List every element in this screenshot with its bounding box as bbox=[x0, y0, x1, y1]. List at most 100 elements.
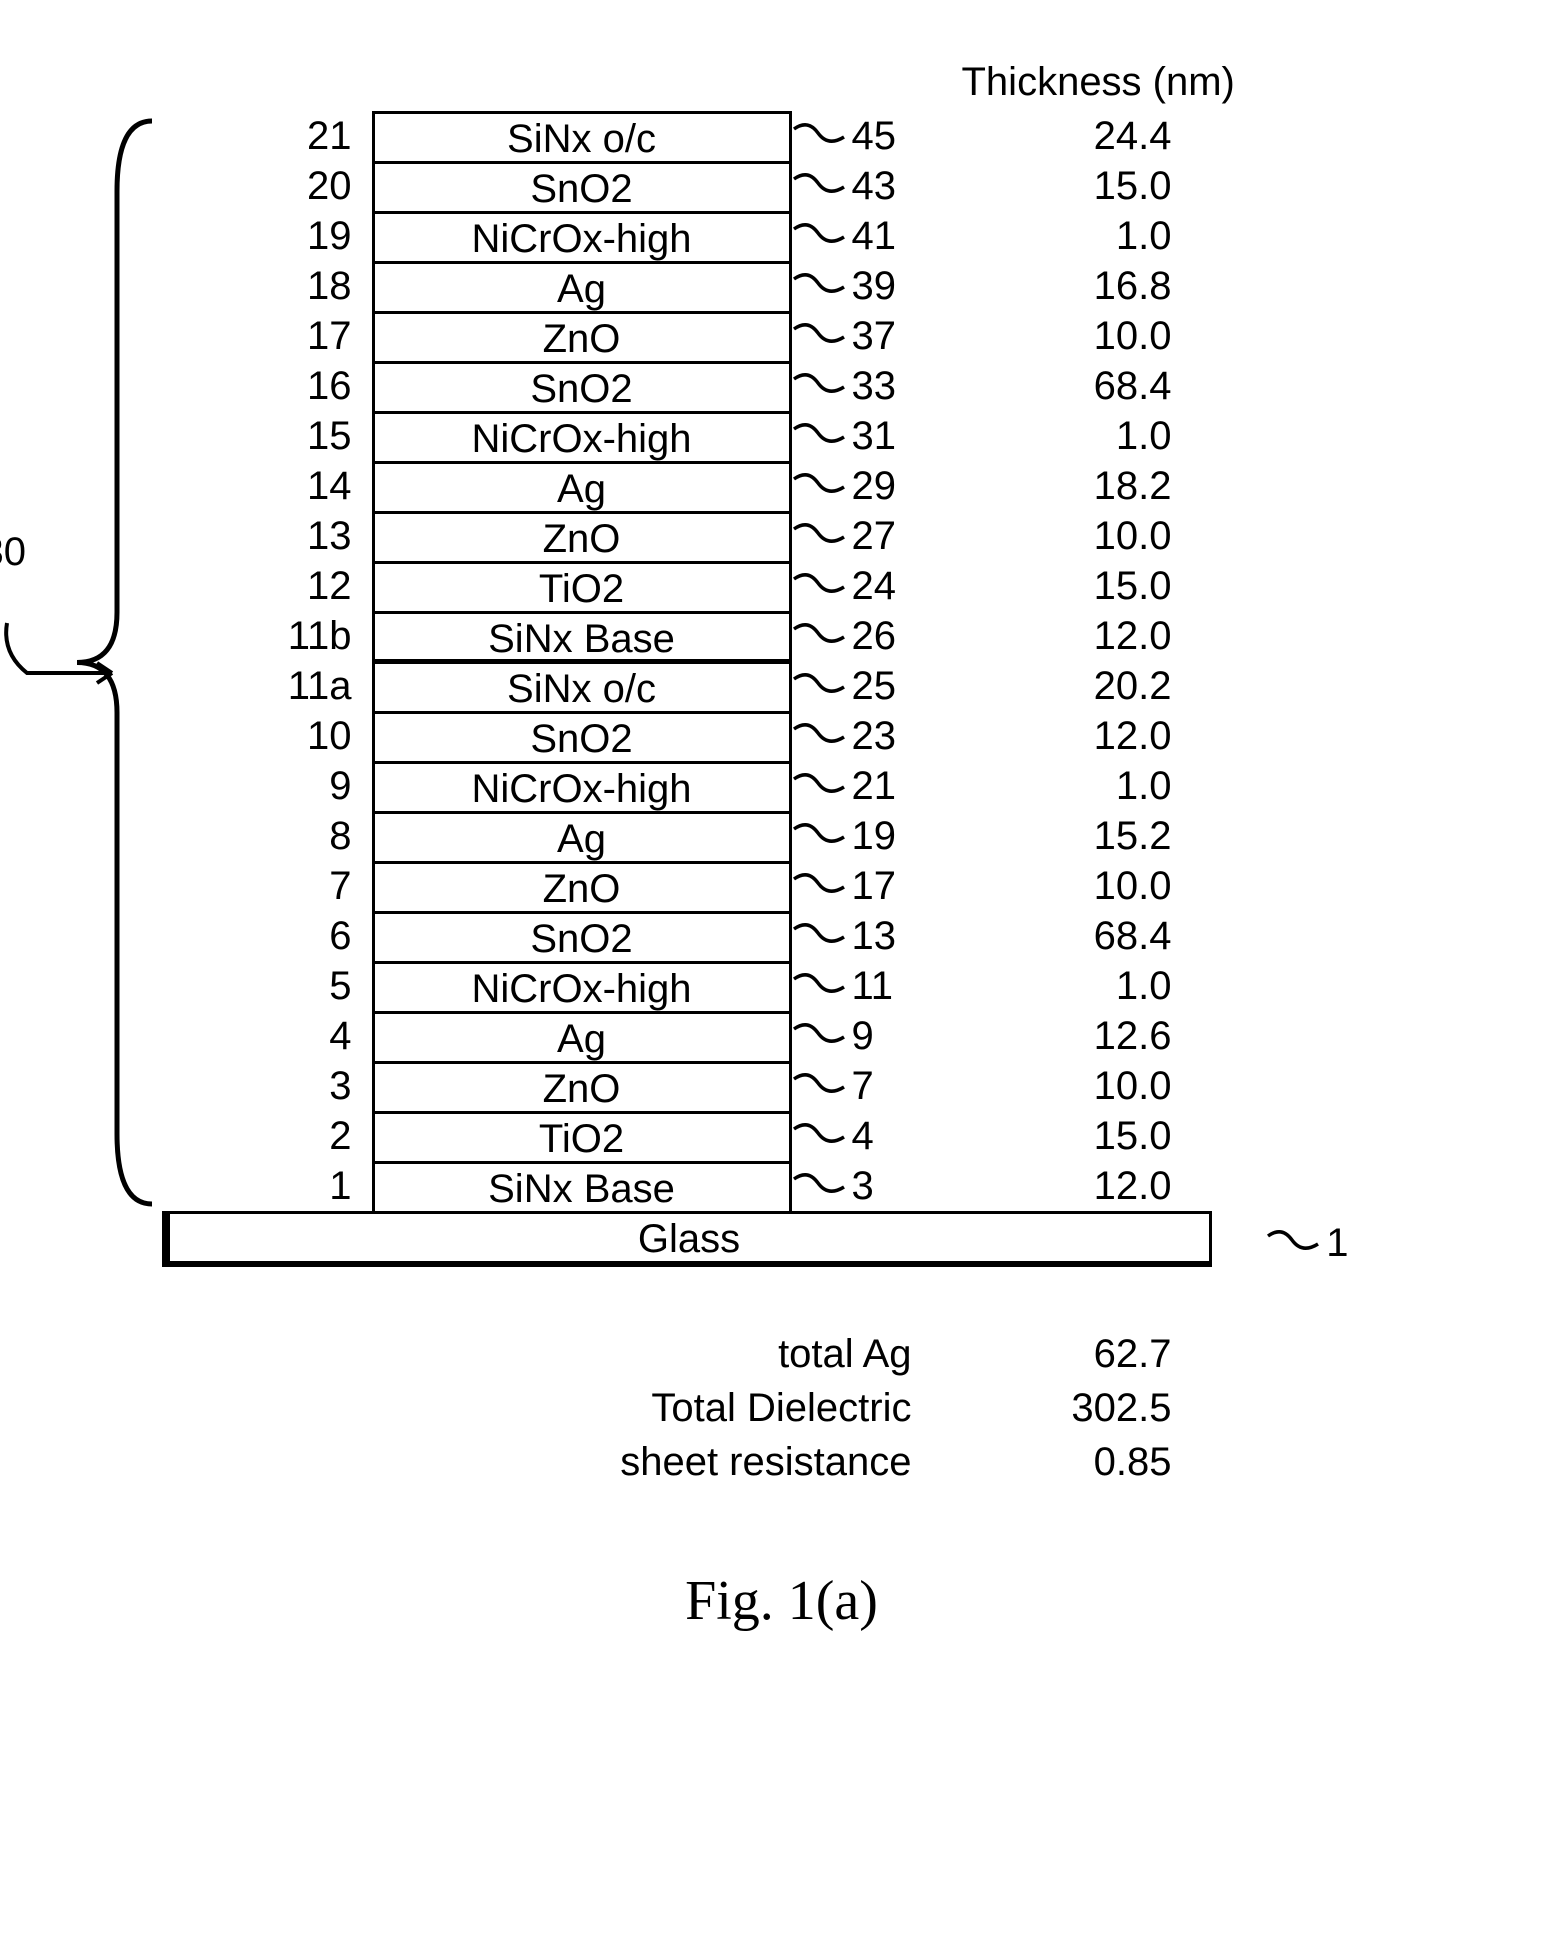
layer-index: 6 bbox=[162, 911, 372, 961]
layer-index: 1 bbox=[162, 1161, 372, 1211]
glass-reference: 1 bbox=[1266, 1218, 1348, 1268]
layer-material: Ag bbox=[375, 464, 789, 514]
ref-number: 39 bbox=[852, 264, 897, 309]
layer-reference: 21 bbox=[792, 761, 952, 811]
ref-number: 17 bbox=[852, 864, 897, 909]
leader-line-icon bbox=[792, 561, 852, 611]
ref-number: 26 bbox=[852, 614, 897, 659]
layer-thickness: 12.0 bbox=[952, 1161, 1212, 1211]
summary-value: 302.5 bbox=[972, 1381, 1212, 1435]
leader-line-icon bbox=[792, 511, 852, 561]
layer-thickness: 68.4 bbox=[952, 361, 1212, 411]
leader-line-icon bbox=[792, 661, 852, 711]
layer-reference: 7 bbox=[792, 1061, 952, 1111]
layer-thickness: 24.4 bbox=[952, 111, 1212, 161]
summary-label: Total Dielectric bbox=[372, 1381, 972, 1435]
layer-reference: 13 bbox=[792, 911, 952, 961]
summary-label: sheet resistance bbox=[372, 1435, 972, 1489]
summary-label: total Ag bbox=[372, 1327, 972, 1381]
layer-material: TiO2 bbox=[375, 564, 789, 614]
layer-thickness: 12.6 bbox=[952, 1011, 1212, 1061]
ref-number: 45 bbox=[852, 114, 897, 159]
layer-reference: 29 bbox=[792, 461, 952, 511]
layer-index: 2 bbox=[162, 1111, 372, 1161]
layer-thickness: 15.0 bbox=[952, 161, 1212, 211]
leader-line-icon bbox=[792, 211, 852, 261]
layer-reference: 17 bbox=[792, 861, 952, 911]
layer-index: 18 bbox=[162, 261, 372, 311]
layer-material: ZnO bbox=[375, 1064, 789, 1114]
leader-line-icon bbox=[792, 811, 852, 861]
header-row: Thickness (nm) bbox=[42, 60, 1522, 105]
layer-material: SnO2 bbox=[375, 714, 789, 764]
ref-number: 27 bbox=[852, 514, 897, 559]
leader-line-icon bbox=[792, 861, 852, 911]
layer-thickness: 12.0 bbox=[952, 611, 1212, 661]
leader-line-icon bbox=[792, 761, 852, 811]
layer-reference: 24 bbox=[792, 561, 952, 611]
leader-line-icon bbox=[792, 411, 852, 461]
ref-number: 33 bbox=[852, 364, 897, 409]
brace-label: 30 bbox=[0, 530, 26, 575]
ref-number: 3 bbox=[852, 1164, 874, 1209]
layer-thickness: 12.0 bbox=[952, 711, 1212, 761]
ref-number: 7 bbox=[852, 1064, 874, 1109]
glass-row: Glass 1 bbox=[42, 1211, 1522, 1267]
layer-reference: 33 bbox=[792, 361, 952, 411]
layer-index: 11b bbox=[162, 611, 372, 661]
layer-reference: 3 bbox=[792, 1161, 952, 1211]
layer-index: 11a bbox=[162, 661, 372, 711]
layer-thickness: 15.0 bbox=[952, 561, 1212, 611]
layer-index: 4 bbox=[162, 1011, 372, 1061]
layer-reference: 11 bbox=[792, 961, 952, 1011]
layer-index: 13 bbox=[162, 511, 372, 561]
layer-thickness: 1.0 bbox=[952, 961, 1212, 1011]
layer-reference: 25 bbox=[792, 661, 952, 711]
layer-thickness: 1.0 bbox=[952, 761, 1212, 811]
layer-material: SiNx o/c bbox=[375, 114, 789, 164]
leader-line-icon bbox=[792, 111, 852, 161]
ref-number: 37 bbox=[852, 314, 897, 359]
layer-thickness: 1.0 bbox=[952, 211, 1212, 261]
layer-thickness: 10.0 bbox=[952, 511, 1212, 561]
layer-index: 15 bbox=[162, 411, 372, 461]
layer-stack: SiNx o/cSnO2NiCrOx-highAgZnOSnO2NiCrOx-h… bbox=[372, 111, 792, 1214]
glass-substrate: Glass 1 bbox=[162, 1211, 1212, 1267]
summary-value: 62.7 bbox=[972, 1327, 1212, 1381]
layer-material: NiCrOx-high bbox=[375, 414, 789, 464]
ref-number: 19 bbox=[852, 814, 897, 859]
leader-line-icon bbox=[792, 1011, 852, 1061]
thickness-column: 24.415.01.016.810.068.41.018.210.015.012… bbox=[952, 111, 1212, 1214]
layer-thickness: 10.0 bbox=[952, 311, 1212, 361]
layer-reference: 19 bbox=[792, 811, 952, 861]
main-row: 30 2120191817161514131211b11a10987654321… bbox=[42, 111, 1522, 1214]
layer-material: Ag bbox=[375, 1014, 789, 1064]
layer-material: SnO2 bbox=[375, 914, 789, 964]
summary-row: sheet resistance0.85 bbox=[372, 1435, 1212, 1489]
leader-line-icon bbox=[792, 1111, 852, 1161]
layer-thickness: 18.2 bbox=[952, 461, 1212, 511]
layer-thickness: 15.0 bbox=[952, 1111, 1212, 1161]
layer-material: SnO2 bbox=[375, 164, 789, 214]
layer-material: NiCrOx-high bbox=[375, 214, 789, 264]
layer-material: TiO2 bbox=[375, 1114, 789, 1164]
layer-reference: 27 bbox=[792, 511, 952, 561]
layer-reference: 43 bbox=[792, 161, 952, 211]
ref-number: 24 bbox=[852, 564, 897, 609]
layer-index: 5 bbox=[162, 961, 372, 1011]
glass-ref-number: 1 bbox=[1326, 1218, 1348, 1268]
leader-line-icon bbox=[792, 711, 852, 761]
layer-reference: 4 bbox=[792, 1111, 952, 1161]
layer-material: ZnO bbox=[375, 864, 789, 914]
layer-thickness: 15.2 bbox=[952, 811, 1212, 861]
layer-material: Ag bbox=[375, 814, 789, 864]
leader-line-icon bbox=[1266, 1218, 1326, 1268]
layer-reference: 26 bbox=[792, 611, 952, 661]
ref-number: 31 bbox=[852, 414, 897, 459]
ref-number: 41 bbox=[852, 214, 897, 259]
ref-number: 43 bbox=[852, 164, 897, 209]
layer-material: SnO2 bbox=[375, 364, 789, 414]
leader-line-icon bbox=[792, 911, 852, 961]
layer-reference: 37 bbox=[792, 311, 952, 361]
leader-line-icon bbox=[792, 461, 852, 511]
